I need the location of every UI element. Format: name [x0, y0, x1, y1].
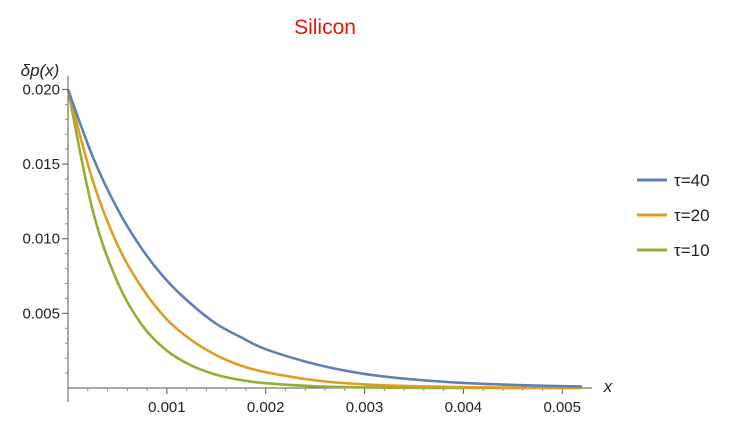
- y-tick-label: 0.015: [22, 156, 60, 173]
- y-tick-label: 0.010: [22, 231, 60, 248]
- series-line-tau-10: [66, 89, 582, 390]
- axes: 0.001 0.002 0.003 0.004 0.005 0.005 0.010 0.01…: [22, 76, 592, 416]
- series-line-tau-40: [66, 89, 583, 388]
- x-ticks: 0.001 0.002 0.003 0.004 0.005: [87, 388, 581, 416]
- x-tick-label: 0.005: [543, 399, 581, 416]
- legend-label-tau-20: τ=20: [674, 206, 710, 225]
- x-tick-label: 0.003: [346, 399, 384, 416]
- legend-label-tau-40: τ=40: [674, 171, 710, 190]
- y-tick-label: 0.005: [22, 305, 60, 322]
- y-ticks: 0.005 0.010 0.015 0.020: [22, 81, 68, 374]
- x-tick-label: 0.002: [247, 399, 285, 416]
- legend-label-tau-10: τ=10: [674, 241, 710, 260]
- chart-title: Silicon: [294, 16, 356, 39]
- y-axis-title: δp(x): [21, 61, 60, 80]
- series-lines: [66, 89, 583, 390]
- x-axis-title: x: [603, 377, 613, 396]
- series-line-tau-20: [66, 89, 583, 390]
- x-tick-label: 0.004: [445, 399, 483, 416]
- y-tick-label: 0.020: [22, 81, 60, 98]
- legend: τ=40 τ=20 τ=10: [637, 171, 710, 260]
- x-tick-label: 0.001: [148, 399, 186, 416]
